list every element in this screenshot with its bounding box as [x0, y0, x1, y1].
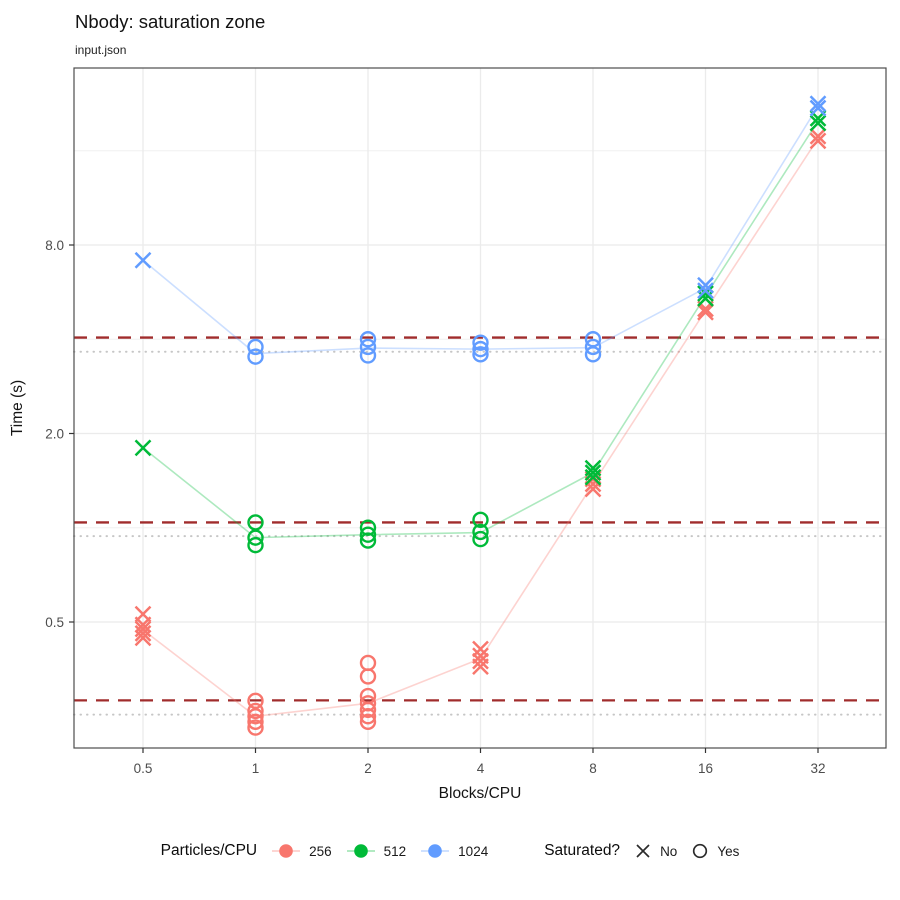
data-point-x: [134, 439, 152, 457]
chart-subtitle: input.json: [75, 43, 127, 57]
data-point-circle: [247, 719, 264, 736]
legend-item-1024: 1024: [419, 841, 488, 861]
data-point-circle: [247, 514, 264, 531]
data-point-x: [134, 624, 152, 642]
data-point-x: [809, 114, 827, 132]
saturated-no-x-icon: [636, 844, 650, 858]
major-gridlines: [74, 68, 886, 748]
data-point-circle: [247, 338, 264, 356]
legend-item-512: 512: [345, 841, 407, 861]
series-points-256: [134, 127, 827, 736]
data-point-x: [809, 99, 827, 117]
data-point-circle: [472, 334, 489, 351]
data-point-circle: [359, 338, 377, 356]
data-point-x: [584, 468, 602, 486]
data-point-x: [697, 290, 714, 307]
legend-key-512-icon: [346, 844, 375, 858]
y-tick-label: 2.0: [45, 427, 64, 442]
legend-key-256-icon: [272, 844, 301, 858]
saturated-yes-circle-icon: [693, 843, 708, 859]
data-point-circle: [472, 523, 489, 541]
data-point-circle: [247, 702, 264, 720]
data-point-circle: [584, 346, 602, 363]
x-tick-label: 32: [810, 761, 825, 776]
legend-item-256-label: 256: [309, 843, 332, 859]
data-point-x: [697, 303, 714, 321]
data-point-circle: [247, 529, 264, 546]
data-point-circle: [472, 346, 489, 363]
data-point-circle: [247, 708, 264, 725]
x-tick-label: 1: [252, 761, 260, 776]
data-point-x: [134, 251, 152, 269]
x-tick-label: 8: [589, 761, 597, 776]
data-point-circle: [584, 338, 602, 356]
data-point-circle: [472, 511, 489, 529]
data-point-x: [697, 282, 714, 299]
legend-item-256: 256: [270, 841, 332, 861]
legend-item-512-label: 512: [383, 843, 407, 859]
data-point-x: [809, 132, 827, 150]
data-point-x: [134, 629, 152, 647]
data-point-circle: [359, 526, 377, 543]
legend-item-saturated-no: No: [633, 841, 677, 861]
legend-item-no-label: No: [660, 843, 678, 859]
legend-particles-title: Particles/CPU: [160, 842, 258, 859]
data-point-circle: [472, 530, 489, 548]
data-point-circle: [472, 340, 489, 358]
legend-item-yes-label: Yes: [717, 843, 740, 859]
legend: Particles/CPU 256 512 1024 Saturated?: [0, 841, 900, 861]
series-points-1024: [134, 95, 827, 365]
x-tick-label: 0.5: [134, 761, 153, 776]
data-point-x: [809, 95, 827, 113]
data-point-circle: [247, 536, 264, 554]
data-point-circle: [359, 713, 377, 731]
x-tick-label: 16: [698, 761, 713, 776]
data-point-circle: [359, 701, 377, 719]
data-point-x: [584, 464, 602, 482]
hlines-dotted: [73, 350, 887, 716]
data-point-x: [697, 276, 714, 294]
chart-title: Nbody: saturation zone: [75, 11, 266, 32]
y-axis-label: Time (s): [9, 380, 26, 436]
y-tick-label: 0.5: [45, 615, 64, 630]
data-point-x: [472, 652, 489, 670]
data-point-circle: [247, 692, 264, 710]
x-axis-label: Blocks/CPU: [439, 785, 522, 802]
data-point-circle: [247, 348, 264, 365]
data-point-circle: [247, 713, 264, 731]
data-point-x: [809, 127, 827, 145]
data-point-circle: [359, 708, 377, 725]
legend-item-saturated-yes: Yes: [690, 841, 739, 861]
series-points-512: [134, 110, 827, 554]
legend-item-1024-label: 1024: [458, 843, 489, 859]
data-point-circle: [359, 532, 377, 549]
data-point-circle: [359, 668, 377, 685]
legend-key-1024-icon: [421, 844, 450, 858]
plot-area: 0.5 1 2 4 8 16 32 0.5 2.0 8.0 Blocks/CPU Time (s): [9, 67, 887, 802]
data-point-x: [472, 658, 489, 676]
data-point-circle: [359, 347, 377, 364]
data-point-circle: [359, 331, 377, 348]
axes: 0.5 1 2 4 8 16 32 0.5 2.0 8.0 Blocks/CPU Time (s): [9, 238, 826, 802]
legend-saturated-title: Saturated?: [544, 842, 621, 859]
x-tick-label: 4: [477, 761, 485, 776]
hlines-dashed: [74, 336, 886, 702]
data-point-x: [472, 640, 489, 658]
y-tick-label: 8.0: [45, 238, 64, 253]
x-tick-label: 2: [364, 761, 372, 776]
